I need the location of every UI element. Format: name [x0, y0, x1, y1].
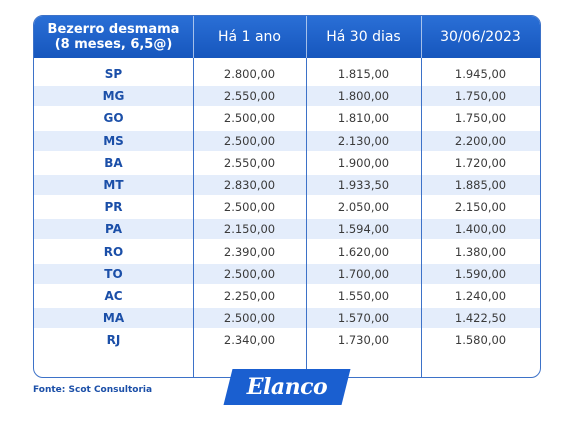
- state-cell: AC: [104, 289, 123, 303]
- price-cell: 1.730,00: [337, 333, 390, 348]
- price-cell: 1.380,00: [454, 244, 507, 259]
- price-cell: 2.050,00: [337, 200, 390, 215]
- header-cell: Há 1 ano: [218, 28, 281, 45]
- row-stripe: [34, 175, 540, 195]
- header-cell: Bezerro desmama (8 meses, 6,5@): [34, 16, 193, 58]
- price-cell: 1.810,00: [337, 111, 390, 126]
- price-cell: 1.945,00: [454, 67, 507, 81]
- logo: Elanco: [223, 369, 351, 405]
- state-cell: RO: [103, 244, 124, 259]
- state-cell: SP: [104, 67, 123, 81]
- price-cell: 2.200,00: [454, 133, 507, 148]
- price-cell: 1.550,00: [337, 289, 390, 303]
- price-cell: 1.900,00: [337, 155, 390, 170]
- state-cell: GO: [103, 111, 124, 126]
- table-header: Bezerro desmama (8 meses, 6,5@) Há 1 ano Há…: [34, 16, 540, 58]
- row-stripe: [34, 130, 540, 151]
- price-cell: 2.800,00: [223, 67, 276, 81]
- price-cell: 1.580,00: [454, 333, 507, 348]
- state-cell: PR: [104, 200, 123, 215]
- table: Bezerro desmama (8 meses, 6,5@) Há 1 ano Há…: [33, 15, 541, 378]
- header-cell: 30/06/2023: [440, 28, 521, 45]
- state-cell: MT: [103, 178, 124, 192]
- column-divider: [306, 58, 307, 377]
- price-cell: 1.720,00: [454, 155, 507, 170]
- price-cell: 2.500,00: [223, 311, 276, 326]
- row-stripe: [34, 263, 540, 284]
- state-cell: TO: [104, 266, 123, 281]
- price-cell: 2.500,00: [223, 266, 276, 281]
- price-cell: 1.422,50: [454, 311, 507, 326]
- header-line: Bezerro desmama: [47, 22, 180, 37]
- state-cell: MG: [102, 89, 125, 104]
- row-stripe: [34, 86, 540, 107]
- price-cell: 2.390,00: [223, 244, 276, 259]
- price-cell: 1.815,00: [337, 67, 390, 81]
- state-cell: BA: [104, 155, 123, 170]
- price-cell: 2.500,00: [223, 133, 276, 148]
- price-cell: 1.800,00: [337, 89, 390, 104]
- price-cell: 2.550,00: [223, 155, 276, 170]
- price-cell: 1.700,00: [337, 266, 390, 281]
- price-cell: 2.500,00: [223, 200, 276, 215]
- price-cell: 1.240,00: [454, 289, 507, 303]
- row-stripe: [34, 219, 540, 240]
- price-cell: 1.750,00: [454, 89, 507, 104]
- price-cell: 1.933,50: [337, 178, 390, 192]
- price-cell: 1.594,00: [337, 222, 390, 237]
- state-cell: PA: [105, 222, 122, 237]
- price-cell: 1.570,00: [337, 311, 390, 326]
- price-cell: 2.130,00: [337, 133, 390, 148]
- price-cell: 2.550,00: [223, 89, 276, 104]
- state-cell: MA: [102, 311, 125, 326]
- state-cell: RJ: [106, 333, 121, 348]
- logo-text: Elanco: [246, 374, 328, 400]
- header-divider: [421, 16, 422, 58]
- price-cell: 2.500,00: [223, 111, 276, 126]
- price-cell: 2.150,00: [223, 222, 276, 237]
- header-cell: Há 30 dias: [326, 28, 401, 45]
- price-cell: 1.885,00: [454, 178, 507, 192]
- row-stripe: [34, 308, 540, 329]
- header-divider: [306, 16, 307, 58]
- price-cell: 2.150,00: [454, 200, 507, 215]
- price-cell: 1.590,00: [454, 266, 507, 281]
- price-cell: 1.620,00: [337, 244, 390, 259]
- column-divider: [421, 58, 422, 377]
- price-cell: 1.750,00: [454, 111, 507, 126]
- state-cell: MS: [103, 133, 124, 148]
- source-note: Fonte: Scot Consultoria: [33, 385, 153, 395]
- price-cell: 2.830,00: [223, 178, 276, 192]
- price-cell: 1.400,00: [454, 222, 507, 237]
- price-cell: 2.250,00: [223, 289, 276, 303]
- price-cell: 2.340,00: [223, 333, 276, 348]
- header-line: (8 meses, 6,5@): [54, 37, 173, 52]
- column-divider: [193, 58, 194, 377]
- header-divider: [193, 16, 194, 58]
